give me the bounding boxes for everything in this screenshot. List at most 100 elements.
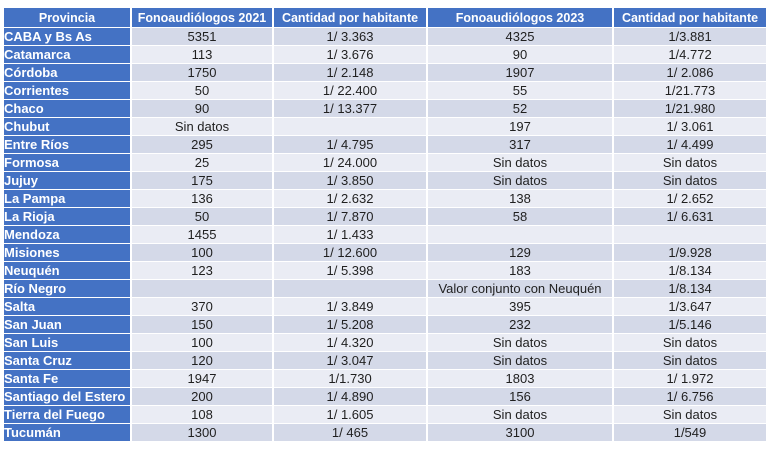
- value-cell: Sin datos: [426, 351, 614, 370]
- value-cell: 1/5.146: [612, 315, 768, 334]
- value-cell: 58: [426, 207, 614, 226]
- value-cell: 5351: [130, 27, 274, 46]
- table-row: Misiones 100 1/ 12.600 129 1/9.928: [2, 243, 768, 262]
- province-cell: La Rioja: [2, 207, 132, 226]
- value-cell: 295: [130, 135, 274, 154]
- value-cell: 1/ 4.320: [272, 333, 428, 352]
- value-cell: 197: [426, 117, 614, 136]
- value-cell: 1/ 1.605: [272, 405, 428, 424]
- value-cell: 1/3.647: [612, 297, 768, 316]
- value-cell: 136: [130, 189, 274, 208]
- value-cell: [272, 117, 428, 136]
- table-body: CABA y Bs As 5351 1/ 3.363 4325 1/3.881 Catam…: [2, 27, 768, 442]
- table-row: Formosa 25 1/ 24.000 Sin datos Sin datos: [2, 153, 768, 172]
- value-cell: 1/ 1.433: [272, 225, 428, 244]
- value-cell: 100: [130, 243, 274, 262]
- province-cell: Córdoba: [2, 63, 132, 82]
- value-cell: 232: [426, 315, 614, 334]
- table-row: La Rioja 50 1/ 7.870 58 1/ 6.631: [2, 207, 768, 226]
- value-cell: 52: [426, 99, 614, 118]
- province-cell: Tierra del Fuego: [2, 405, 132, 424]
- value-cell: 1/8.134: [612, 279, 768, 298]
- table-row: Mendoza 1455 1/ 1.433: [2, 225, 768, 244]
- table-row: Entre Ríos 295 1/ 4.795 317 1/ 4.499: [2, 135, 768, 154]
- table-row: Neuquén 123 1/ 5.398 183 1/8.134: [2, 261, 768, 280]
- province-cell: Tucumán: [2, 423, 132, 442]
- value-cell: [426, 225, 614, 244]
- value-cell: 3100: [426, 423, 614, 442]
- table-row: Santiago del Estero 200 1/ 4.890 156 1/ 6.75…: [2, 387, 768, 406]
- table-row: Chaco 90 1/ 13.377 52 1/21.980: [2, 99, 768, 118]
- province-cell: Chubut: [2, 117, 132, 136]
- value-cell: 1/ 5.208: [272, 315, 428, 334]
- value-cell: 1/ 13.377: [272, 99, 428, 118]
- value-cell: 129: [426, 243, 614, 262]
- value-cell: Valor conjunto con Neuquén: [426, 279, 614, 298]
- province-cell: La Pampa: [2, 189, 132, 208]
- value-cell: 1/ 2.086: [612, 63, 768, 82]
- value-cell: 1/ 12.600: [272, 243, 428, 262]
- province-cell: Misiones: [2, 243, 132, 262]
- table-row: Río Negro Valor conjunto con Neuquén 1/8.1…: [2, 279, 768, 298]
- province-cell: Santa Fe: [2, 369, 132, 388]
- value-cell: 4325: [426, 27, 614, 46]
- value-cell: 1/21.980: [612, 99, 768, 118]
- value-cell: 1947: [130, 369, 274, 388]
- value-cell: Sin datos: [612, 405, 768, 424]
- table-row: Corrientes 50 1/ 22.400 55 1/21.773: [2, 81, 768, 100]
- value-cell: 317: [426, 135, 614, 154]
- value-cell: 1750: [130, 63, 274, 82]
- table-row: Tierra del Fuego 108 1/ 1.605 Sin datos Sin …: [2, 405, 768, 424]
- column-header-fonoaudiologos-2023: Fonoaudiólogos 2023: [426, 7, 614, 28]
- table-row: Chubut Sin datos 197 1/ 3.061: [2, 117, 768, 136]
- table-row: Santa Cruz 120 1/ 3.047 Sin datos Sin datos: [2, 351, 768, 370]
- value-cell: Sin datos: [130, 117, 274, 136]
- table-row: Tucumán 1300 1/ 465 3100 1/549: [2, 423, 768, 442]
- column-header-cantidad-2021: Cantidad por habitante: [272, 7, 428, 28]
- value-cell: Sin datos: [426, 333, 614, 352]
- value-cell: 1/ 4.499: [612, 135, 768, 154]
- value-cell: 1/ 465: [272, 423, 428, 442]
- value-cell: 1/4.772: [612, 45, 768, 64]
- province-cell: Salta: [2, 297, 132, 316]
- value-cell: 1907: [426, 63, 614, 82]
- provinces-table-container: Provincia Fonoaudiólogos 2021 Cantidad p…: [2, 7, 768, 442]
- value-cell: 123: [130, 261, 274, 280]
- table-header: Provincia Fonoaudiólogos 2021 Cantidad p…: [2, 7, 768, 28]
- value-cell: 395: [426, 297, 614, 316]
- province-cell: Entre Ríos: [2, 135, 132, 154]
- province-cell: San Luis: [2, 333, 132, 352]
- table-row: Jujuy 175 1/ 3.850 Sin datos Sin datos: [2, 171, 768, 190]
- province-cell: Santiago del Estero: [2, 387, 132, 406]
- table-row: San Luis 100 1/ 4.320 Sin datos Sin datos: [2, 333, 768, 352]
- value-cell: 1/8.134: [612, 261, 768, 280]
- province-cell: Corrientes: [2, 81, 132, 100]
- table-row: CABA y Bs As 5351 1/ 3.363 4325 1/3.881: [2, 27, 768, 46]
- value-cell: [130, 279, 274, 298]
- value-cell: 1/ 24.000: [272, 153, 428, 172]
- value-cell: 1/ 22.400: [272, 81, 428, 100]
- province-cell: Chaco: [2, 99, 132, 118]
- column-header-provincia: Provincia: [2, 7, 132, 28]
- value-cell: 1/ 1.972: [612, 369, 768, 388]
- value-cell: 138: [426, 189, 614, 208]
- value-cell: 1/ 2.652: [612, 189, 768, 208]
- value-cell: Sin datos: [612, 333, 768, 352]
- table-row: Santa Fe 1947 1/1.730 1803 1/ 1.972: [2, 369, 768, 388]
- province-cell: Catamarca: [2, 45, 132, 64]
- value-cell: Sin datos: [612, 153, 768, 172]
- value-cell: 108: [130, 405, 274, 424]
- value-cell: 120: [130, 351, 274, 370]
- value-cell: Sin datos: [426, 405, 614, 424]
- value-cell: 1/ 4.795: [272, 135, 428, 154]
- value-cell: 1/ 2.632: [272, 189, 428, 208]
- value-cell: 90: [426, 45, 614, 64]
- value-cell: 1/9.928: [612, 243, 768, 262]
- value-cell: 1/ 3.676: [272, 45, 428, 64]
- value-cell: 1300: [130, 423, 274, 442]
- value-cell: 1/ 3.850: [272, 171, 428, 190]
- province-cell: Santa Cruz: [2, 351, 132, 370]
- value-cell: 1/ 7.870: [272, 207, 428, 226]
- value-cell: 1/ 3.061: [612, 117, 768, 136]
- value-cell: 1/ 3.363: [272, 27, 428, 46]
